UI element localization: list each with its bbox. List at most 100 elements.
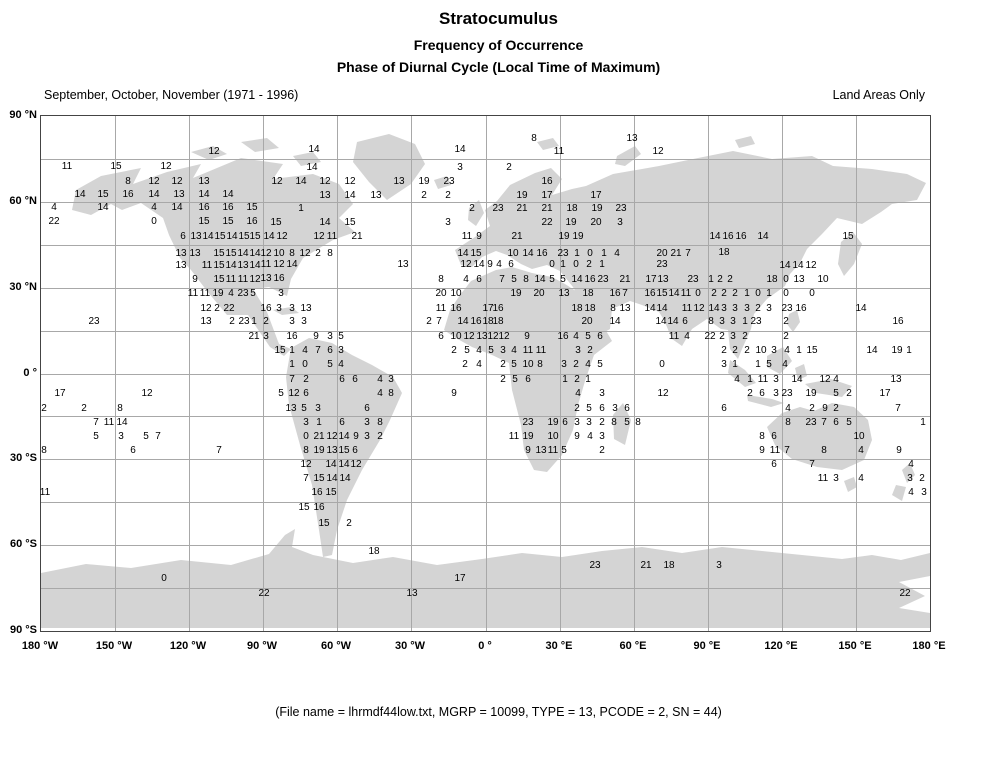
value-label: 15 bbox=[213, 260, 225, 271]
value-label: 13 bbox=[189, 248, 201, 259]
value-label: 14 bbox=[295, 176, 307, 187]
value-label: 11 bbox=[757, 374, 769, 385]
value-label: 1 bbox=[316, 417, 322, 428]
value-label: 13 bbox=[319, 190, 331, 201]
value-label: 2 bbox=[303, 374, 309, 385]
value-label: 15 bbox=[213, 274, 225, 285]
value-label: 9 bbox=[524, 331, 530, 342]
value-label: 15 bbox=[298, 502, 310, 513]
value-label: 8 bbox=[523, 274, 529, 285]
value-label: 7 bbox=[93, 417, 99, 428]
grid-line-horizontal bbox=[41, 374, 930, 375]
x-tick-label: 0 ° bbox=[478, 640, 492, 652]
value-label: 8 bbox=[708, 316, 714, 327]
value-label: 4 bbox=[858, 445, 864, 456]
value-label: 13 bbox=[626, 133, 638, 144]
value-label: 13 bbox=[793, 274, 805, 285]
value-label: 22 bbox=[48, 216, 60, 227]
value-label: 14 bbox=[457, 248, 469, 259]
value-label: 9 bbox=[451, 388, 457, 399]
value-label: 23 bbox=[443, 176, 455, 187]
value-label: 2 bbox=[747, 388, 753, 399]
value-label: 5 bbox=[338, 331, 344, 342]
value-label: 11 bbox=[769, 445, 781, 456]
value-label: 6 bbox=[339, 374, 345, 385]
value-label: 15 bbox=[222, 216, 234, 227]
value-label: 10 bbox=[450, 331, 462, 342]
value-label: 4 bbox=[782, 359, 788, 370]
value-label: 20 bbox=[581, 316, 593, 327]
value-label: 11 bbox=[237, 274, 249, 285]
value-label: 21 bbox=[313, 431, 325, 442]
value-label: 16 bbox=[470, 316, 482, 327]
value-label: 0 bbox=[549, 259, 555, 270]
value-label: 6 bbox=[682, 316, 688, 327]
value-label: 0 bbox=[783, 274, 789, 285]
value-label: 5 bbox=[586, 403, 592, 414]
value-label: 0 bbox=[695, 288, 701, 299]
value-label: 21 bbox=[516, 203, 528, 214]
value-label: 19 bbox=[572, 231, 584, 242]
value-label: 23 bbox=[238, 316, 250, 327]
value-label: 3 bbox=[721, 303, 727, 314]
grid-line-horizontal bbox=[41, 159, 930, 160]
value-label: 3 bbox=[315, 403, 321, 414]
value-label: 4 bbox=[511, 345, 517, 356]
value-label: 12 bbox=[344, 176, 356, 187]
value-label: 4 bbox=[151, 202, 157, 213]
value-label: 11 bbox=[817, 473, 829, 484]
value-label: 10 bbox=[273, 248, 285, 259]
value-label: 5 bbox=[278, 388, 284, 399]
grid-line-horizontal bbox=[41, 502, 930, 503]
value-label: 4 bbox=[338, 359, 344, 370]
value-label: 12 bbox=[498, 331, 510, 342]
value-label: 2 bbox=[833, 403, 839, 414]
y-tick-label: 90 °S bbox=[9, 624, 37, 636]
value-label: 2 bbox=[445, 190, 451, 201]
value-label: 15 bbox=[110, 161, 122, 172]
value-label: 12 bbox=[249, 274, 261, 285]
value-label: 5 bbox=[464, 345, 470, 356]
value-label: 3 bbox=[586, 417, 592, 428]
value-label: 5 bbox=[624, 417, 630, 428]
value-label: 14 bbox=[263, 231, 275, 242]
y-tick-label: 30 °N bbox=[9, 281, 37, 293]
value-label: 1 bbox=[601, 248, 607, 259]
value-label: 4 bbox=[377, 388, 383, 399]
value-label: 0 bbox=[659, 359, 665, 370]
value-label: 3 bbox=[773, 388, 779, 399]
value-label: 14 bbox=[326, 473, 338, 484]
value-label: 13 bbox=[558, 288, 570, 299]
value-label: 16 bbox=[313, 502, 325, 513]
value-label: 4 bbox=[302, 345, 308, 356]
value-label: 14 bbox=[116, 417, 128, 428]
value-label: 7 bbox=[289, 374, 295, 385]
value-label: 20 bbox=[435, 288, 447, 299]
value-label: 6 bbox=[597, 331, 603, 342]
value-label: 14 bbox=[226, 231, 238, 242]
value-label: 9 bbox=[896, 445, 902, 456]
value-label: 14 bbox=[609, 316, 621, 327]
value-label: 14 bbox=[655, 316, 667, 327]
value-label: 15 bbox=[249, 231, 261, 242]
value-label: 14 bbox=[656, 303, 668, 314]
value-label: 3 bbox=[276, 303, 282, 314]
value-label: 16 bbox=[222, 202, 234, 213]
value-label: 3 bbox=[721, 359, 727, 370]
value-label: 19 bbox=[313, 445, 325, 456]
value-label: 14 bbox=[667, 316, 679, 327]
value-label: 16 bbox=[260, 303, 272, 314]
value-label: 6 bbox=[339, 417, 345, 428]
value-label: 15 bbox=[842, 231, 854, 242]
value-label: 14 bbox=[198, 189, 210, 200]
value-label: 16 bbox=[286, 331, 298, 342]
value-label: 15 bbox=[246, 202, 258, 213]
x-tick-label: 120 °W bbox=[169, 640, 207, 652]
x-tick-label: 150 °E bbox=[838, 640, 872, 652]
value-label: 14 bbox=[338, 431, 350, 442]
value-label: 5 bbox=[301, 403, 307, 414]
value-label: 2 bbox=[574, 374, 580, 385]
value-label: 6 bbox=[562, 417, 568, 428]
x-tick-label: 30 °W bbox=[394, 640, 426, 652]
value-label: 12 bbox=[693, 303, 705, 314]
